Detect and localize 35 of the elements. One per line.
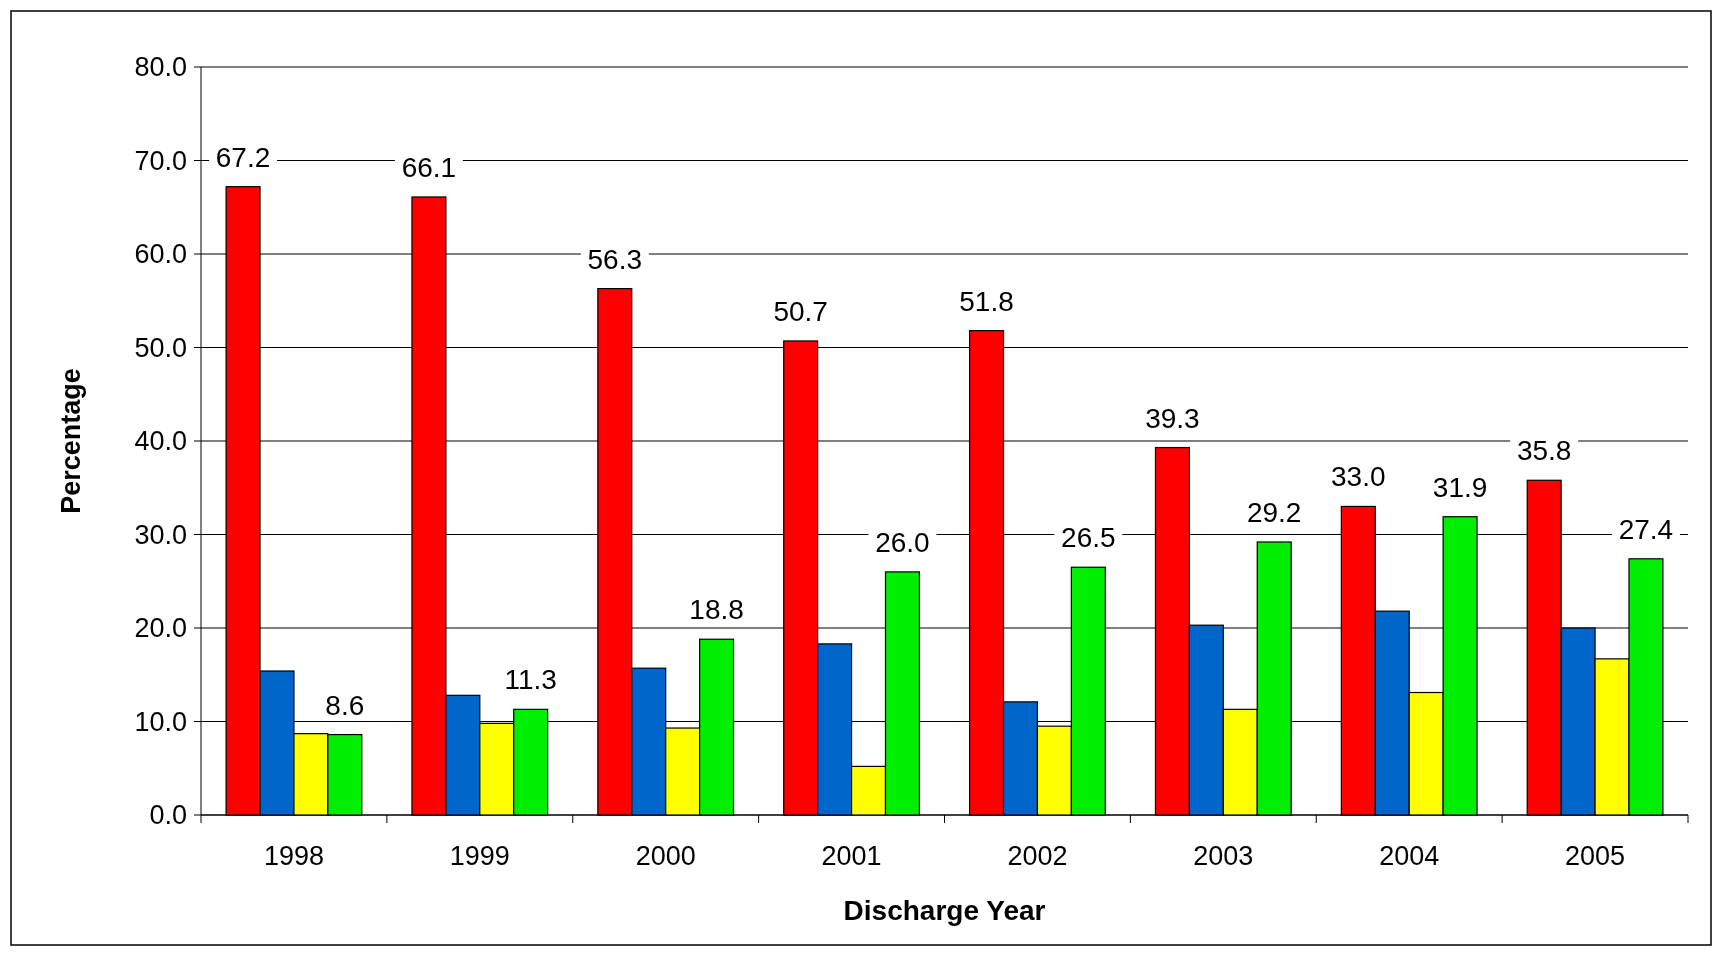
x-tick-label: 2003 (1193, 841, 1254, 871)
y-tick-label: 30.0 (134, 519, 187, 550)
data-label: 26.5 (1061, 522, 1116, 554)
data-label: 56.3 (587, 243, 643, 275)
x-tick-label: 2005 (1565, 841, 1626, 871)
y-tick-label: 10.0 (134, 706, 187, 737)
data-label: 67.2 (215, 141, 271, 173)
y-tick-label: 50.0 (134, 332, 187, 363)
y-tick-label: 80.0 (134, 52, 187, 83)
data-label: 18.8 (689, 594, 744, 626)
y-tick-label: 60.0 (134, 239, 187, 270)
data-label: 8.6 (325, 689, 365, 721)
x-tick-label: 1998 (263, 841, 324, 871)
data-label: 27.4 (1618, 513, 1674, 545)
data-label: 39.3 (1145, 402, 1200, 434)
data-label: 51.8 (959, 285, 1014, 317)
y-tick-label: 40.0 (134, 426, 187, 457)
x-axis-title: Discharge Year (843, 895, 1046, 926)
x-tick-label: 2004 (1379, 841, 1440, 871)
x-tick-label: 2002 (1007, 841, 1068, 871)
y-tick-label: 0.0 (149, 800, 187, 831)
data-label: 50.7 (773, 295, 828, 327)
data-label: 31.9 (1432, 471, 1488, 503)
data-label: 33.0 (1331, 461, 1386, 493)
data-label: 11.3 (504, 664, 557, 696)
data-label: 26.0 (875, 526, 930, 558)
data-label: 35.8 (1516, 435, 1572, 467)
y-axis-title: Percentage (56, 368, 86, 514)
data-label: 66.1 (401, 151, 457, 183)
x-tick-label: 1999 (449, 841, 510, 871)
x-tick-label: 2000 (635, 841, 696, 871)
y-tick-label: 20.0 (134, 613, 187, 644)
y-tick-label: 70.0 (134, 145, 187, 176)
x-tick-label: 2001 (821, 841, 882, 871)
data-label: 29.2 (1246, 496, 1302, 528)
